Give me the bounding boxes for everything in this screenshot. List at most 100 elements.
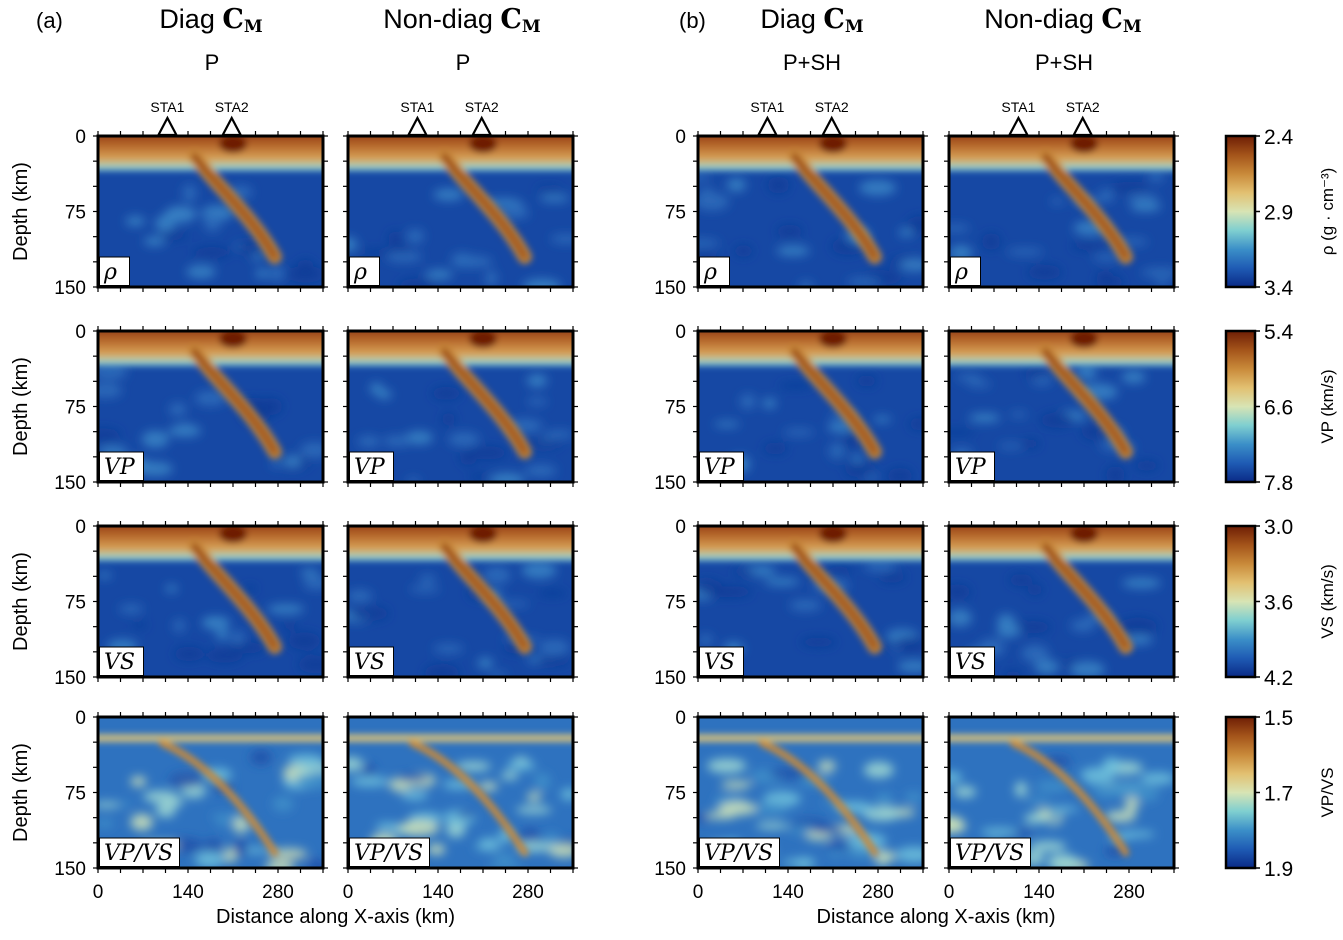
anomaly-blob bbox=[406, 228, 425, 244]
anomaly-blob bbox=[526, 397, 548, 406]
shallow-anomaly bbox=[1070, 331, 1098, 349]
colorbar-label: VP (km/s) bbox=[1318, 369, 1337, 443]
anomaly-blob bbox=[949, 584, 971, 600]
anomaly-blob bbox=[194, 390, 227, 406]
anomaly-blob bbox=[1125, 796, 1139, 813]
anomaly-blob bbox=[515, 805, 552, 814]
y-axis-label: Depth (km) bbox=[10, 357, 32, 456]
anomaly-blob bbox=[539, 194, 570, 203]
anomaly-blob bbox=[538, 590, 567, 597]
anomaly-blob bbox=[118, 604, 144, 614]
anomaly-blob bbox=[763, 442, 788, 455]
anomaly-blob bbox=[192, 247, 231, 258]
shallow-anomaly bbox=[219, 136, 247, 154]
y-tick-label: 75 bbox=[665, 593, 686, 614]
anomaly-blob bbox=[483, 566, 511, 584]
anomaly-blob bbox=[847, 277, 882, 287]
anomaly-blob bbox=[980, 827, 1019, 836]
anomaly-blob bbox=[524, 464, 557, 478]
model-panel-r2-c4: VP bbox=[944, 326, 1179, 487]
anomaly-blob bbox=[269, 265, 285, 282]
anomaly-blob bbox=[851, 455, 864, 463]
y-tick-label: 150 bbox=[54, 859, 86, 880]
slab-anomaly bbox=[758, 739, 879, 857]
param-label: VP/VS bbox=[104, 841, 173, 866]
anomaly-blob bbox=[300, 568, 319, 577]
anomaly-blob bbox=[224, 847, 237, 863]
anomaly-blob bbox=[949, 224, 970, 233]
anomaly-blob bbox=[272, 796, 294, 812]
panel-ticks bbox=[343, 326, 578, 487]
anomaly-blob bbox=[981, 233, 1001, 250]
anomaly-blob bbox=[1024, 813, 1046, 824]
anomaly-blob bbox=[1015, 621, 1051, 634]
anomaly-blob bbox=[522, 278, 562, 287]
anomaly-blob bbox=[881, 851, 896, 862]
anomaly-blob bbox=[548, 843, 573, 858]
station-label: STA2 bbox=[1066, 99, 1100, 115]
anomaly-blob bbox=[500, 771, 519, 780]
anomaly-blob bbox=[536, 186, 563, 193]
anomaly-blob bbox=[1080, 767, 1114, 783]
panel-ticks bbox=[944, 131, 1179, 292]
anomaly-blob bbox=[98, 363, 128, 380]
anomaly-blob bbox=[719, 801, 757, 816]
anomaly-blob bbox=[1027, 796, 1052, 806]
anomaly-blob bbox=[217, 819, 230, 827]
x-tick-label: 280 bbox=[862, 882, 894, 903]
anomaly-blob bbox=[1047, 853, 1079, 868]
anomaly-blob bbox=[762, 398, 777, 409]
anomaly-blob bbox=[98, 801, 122, 808]
anomaly-blob bbox=[1155, 278, 1170, 286]
colorbar-tick-label: 6.6 bbox=[1264, 397, 1293, 420]
anomaly-blob bbox=[1111, 181, 1149, 194]
anomaly-blob bbox=[307, 858, 323, 868]
y-tick-label: 75 bbox=[665, 203, 686, 224]
panel-ticks bbox=[693, 326, 928, 487]
anomaly-blob bbox=[1021, 644, 1050, 663]
anomaly-blob bbox=[130, 776, 147, 787]
panel-ticks bbox=[944, 521, 1179, 682]
y-tick-label: 150 bbox=[54, 473, 86, 494]
model-panel-r2-c2: VP bbox=[343, 326, 578, 487]
colorbar-tick-label: 1.7 bbox=[1264, 783, 1293, 806]
anomaly-blob bbox=[270, 458, 284, 468]
y-tick-label: 0 bbox=[75, 322, 86, 343]
anomaly-blob bbox=[521, 562, 557, 579]
model-panel-r3-c3: VS bbox=[693, 521, 928, 682]
anomaly-blob bbox=[230, 642, 266, 654]
shallow-anomaly bbox=[819, 526, 847, 544]
anomaly-blob bbox=[201, 616, 231, 631]
anomaly-blob bbox=[141, 430, 170, 448]
anomaly-blob bbox=[863, 560, 897, 572]
anomaly-blob bbox=[459, 449, 477, 466]
anomaly-blob bbox=[493, 852, 515, 863]
anomaly-blob bbox=[698, 192, 730, 211]
anomaly-blob bbox=[698, 634, 713, 646]
anomaly-blob bbox=[875, 792, 894, 807]
anomaly-blob bbox=[397, 774, 430, 782]
anomaly-blob bbox=[399, 819, 440, 836]
anomaly-blob bbox=[998, 443, 1024, 450]
anomaly-blob bbox=[389, 245, 414, 253]
panel-ticks bbox=[343, 712, 578, 873]
station-marker-sta2: STA2 bbox=[215, 99, 249, 137]
anomaly-blob bbox=[763, 791, 801, 807]
station-label: STA2 bbox=[465, 99, 499, 115]
anomaly-blob bbox=[716, 586, 752, 598]
param-label: ρ bbox=[954, 260, 968, 285]
moho-anomaly bbox=[348, 734, 573, 743]
colorbar-row4: 1.5 1.7 1.9 VP/VS bbox=[1224, 707, 1337, 881]
colorbar-row1: 2.4 2.9 3.4 ρ (g · cm⁻³) bbox=[1224, 126, 1337, 300]
anomaly-blob bbox=[799, 280, 814, 287]
slab-core bbox=[791, 543, 878, 650]
anomaly-blob bbox=[1092, 253, 1122, 262]
anomaly-blob bbox=[526, 792, 542, 802]
anomaly-blob bbox=[172, 619, 186, 633]
x-tick-label: 0 bbox=[93, 882, 104, 903]
param-label-box: ρ bbox=[699, 256, 730, 286]
anomaly-blob bbox=[726, 178, 747, 192]
shallow-anomaly bbox=[469, 136, 497, 154]
anomaly-blob bbox=[194, 851, 225, 868]
anomaly-blob bbox=[533, 772, 551, 791]
